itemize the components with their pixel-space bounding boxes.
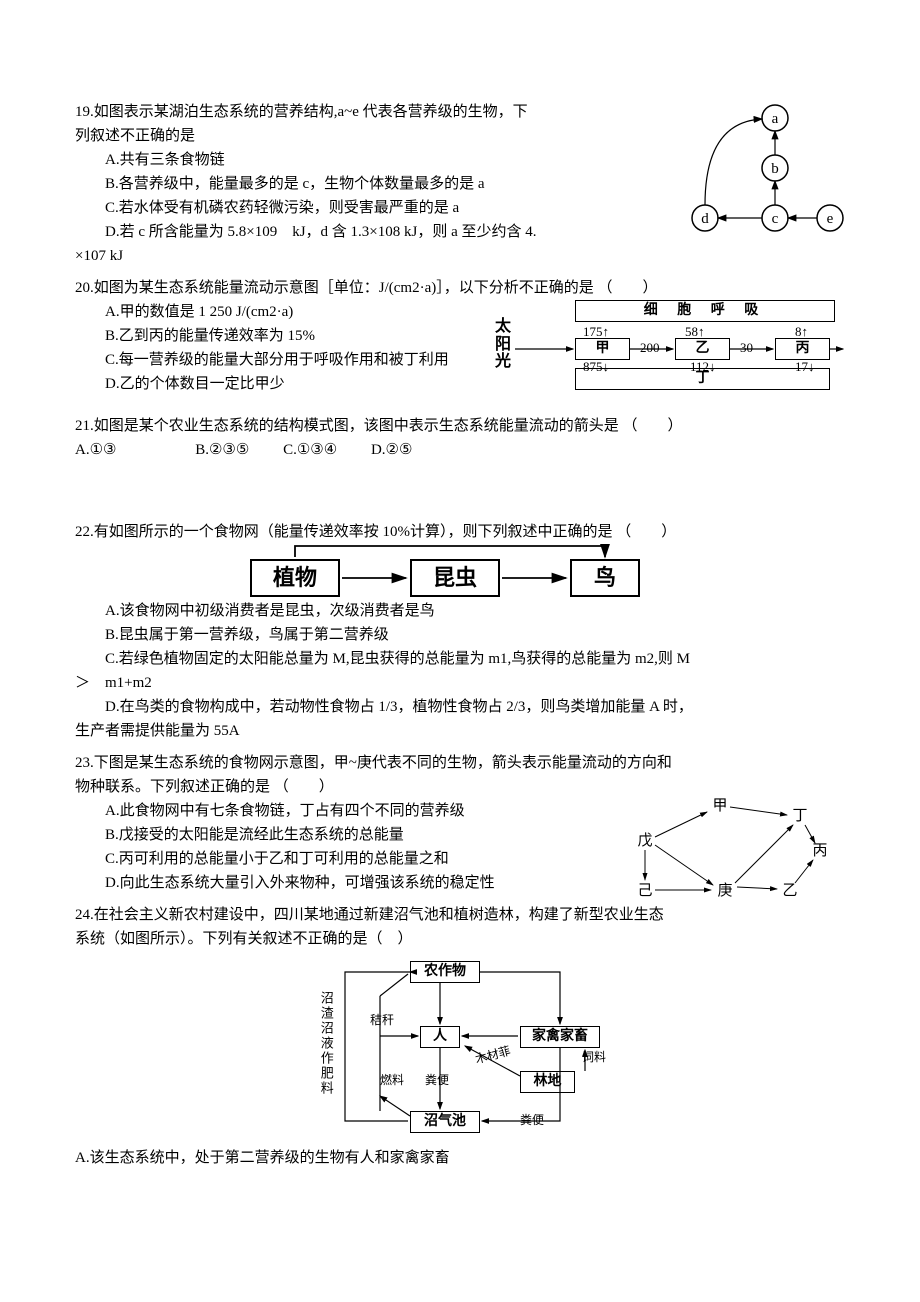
node-a: a xyxy=(772,111,779,127)
q21-options: A.①③ B.②③⑤ C.①③④ D.②⑤ xyxy=(75,438,845,462)
q19-opt-b: B.各营养级中，能量最多的是 c，生物个体数量最多的是 a xyxy=(75,172,635,196)
q23-opt-c: C.丙可利用的总能量小于乙和丁可利用的总能量之和 xyxy=(75,847,605,871)
q22-opt-b: B.昆虫属于第一营养级，鸟属于第二营养级 xyxy=(75,623,845,647)
d23-ding: 丁 xyxy=(792,808,807,824)
q20-opt-a: A.甲的数值是 1 250 J/(cm2·a) xyxy=(75,300,535,324)
q22-opt-d1: D.在鸟类的食物构成中，若动物性食物占 1/3，植物性食物占 2/3，则鸟类增加… xyxy=(75,695,845,719)
node-c: c xyxy=(772,211,779,227)
q20-opt-c: C.每一营养级的能量大部分用于呼吸作用和被丁利用 xyxy=(75,348,535,372)
question-23: 23.下图是某生态系统的食物网示意图，甲~庚代表不同的生物，箭头表示能量流动的方… xyxy=(75,751,845,895)
q24-stem-2: 系统（如图所示）。下列有关叙述不正确的是（ ） xyxy=(75,927,845,951)
d23-geng: 庚 xyxy=(717,882,732,899)
q23-opt-d: D.向此生态系统大量引入外来物种，可增强该系统的稳定性 xyxy=(75,871,605,895)
q23-stem-2: 物种联系。下列叙述正确的是 （ ） xyxy=(75,775,605,799)
node-e: e xyxy=(827,211,834,227)
diagram-22: 植物 昆虫 鸟 xyxy=(220,544,700,599)
q23-stem-1: 23.下图是某生态系统的食物网示意图，甲~庚代表不同的生物，箭头表示能量流动的方… xyxy=(75,751,845,775)
diagram-24: 沼渣沼液作肥料 农作物 人 家禽家畜 林地 沼气池 秸秆 燃料 粪便 木材菲 饲… xyxy=(280,956,640,1141)
q22-opt-a: A.该食物网中初级消费者是昆虫，次级消费者是鸟 xyxy=(75,599,845,623)
d23-bing: 丙 xyxy=(812,843,827,859)
q20-opt-b: B.乙到丙的能量传递效率为 15% xyxy=(75,324,535,348)
q19-opt-d1: D.若 c 所含能量为 5.8×109 kJ，d 含 1.3×108 kJ，则 … xyxy=(75,220,635,244)
q19-opt-c: C.若水体受有机磷农药轻微污染，则受害最严重的是 a xyxy=(75,196,635,220)
question-24: 24.在社会主义新农村建设中，四川某地通过新建沼气池和植树造林，构建了新型农业生… xyxy=(75,903,845,1170)
q22-stem: 22.有如图所示的一个食物网（能量传递效率按 10%计算），则下列叙述中正确的是… xyxy=(75,520,845,544)
question-19: a b c d e 19.如图表示某湖泊生态系统的营养结构,a~e 代表各营养级… xyxy=(75,100,845,268)
q20-opt-d: D.乙的个体数目一定比甲少 xyxy=(75,372,535,396)
diagram-20: 细 胞 呼 吸 太阳光 甲 乙 丙 丁 175↑ 200 58↑ 30 8↑ 8… xyxy=(495,300,845,390)
q21-stem: 21.如图是某个农业生态系统的结构模式图，该图中表示生态系统能量流动的箭头是 （… xyxy=(75,414,845,438)
d23-ji: 己 xyxy=(637,883,652,899)
q19-stem-2: 列叙述不正确的是 xyxy=(75,124,635,148)
q22-opt-c1: C.若绿色植物固定的太阳能总量为 M,昆虫获得的总能量为 m1,鸟获得的总能量为… xyxy=(75,647,845,671)
q20-stem: 20.如图为某生态系统能量流动示意图［单位：J/(cm2·a)］，以下分析不正确… xyxy=(75,276,845,300)
d23-wu: 戊 xyxy=(637,832,652,849)
d23-yi: 乙 xyxy=(782,883,797,899)
q19-opt-a: A.共有三条食物链 xyxy=(75,148,635,172)
diagram-19: a b c d e xyxy=(655,100,845,250)
q24-stem-1: 24.在社会主义新农村建设中，四川某地通过新建沼气池和植树造林，构建了新型农业生… xyxy=(75,903,845,927)
q21-opt-d: D.②⑤ xyxy=(371,438,412,462)
q22-opt-d2: 生产者需提供能量为 55A xyxy=(75,719,845,743)
q21-opt-c: C.①③④ xyxy=(283,438,337,462)
question-21: 21.如图是某个农业生态系统的结构模式图，该图中表示生态系统能量流动的箭头是 （… xyxy=(75,414,845,462)
d23-jia: 甲 xyxy=(712,798,727,814)
q21-opt-a: A.①③ xyxy=(75,438,116,462)
diagram-23: 甲 丁 戊 丙 己 庚 乙 xyxy=(625,795,835,905)
question-22: 22.有如图所示的一个食物网（能量传递效率按 10%计算），则下列叙述中正确的是… xyxy=(75,520,845,743)
q23-opt-b: B.戊接受的太阳能是流经此生态系统的总能量 xyxy=(75,823,605,847)
q24-opt-a: A.该生态系统中，处于第二营养级的生物有人和家禽家畜 xyxy=(75,1146,845,1170)
q23-opt-a: A.此食物网中有七条食物链，丁占有四个不同的营养级 xyxy=(75,799,605,823)
node-d: d xyxy=(701,211,709,227)
node-b: b xyxy=(771,161,779,177)
q21-opt-b: B.②③⑤ xyxy=(195,438,249,462)
q22-opt-c2: ＞ m1+m2 xyxy=(75,671,845,695)
q19-stem-1: 19.如图表示某湖泊生态系统的营养结构,a~e 代表各营养级的生物，下 xyxy=(75,100,635,124)
question-20: 20.如图为某生态系统能量流动示意图［单位：J/(cm2·a)］，以下分析不正确… xyxy=(75,276,845,396)
